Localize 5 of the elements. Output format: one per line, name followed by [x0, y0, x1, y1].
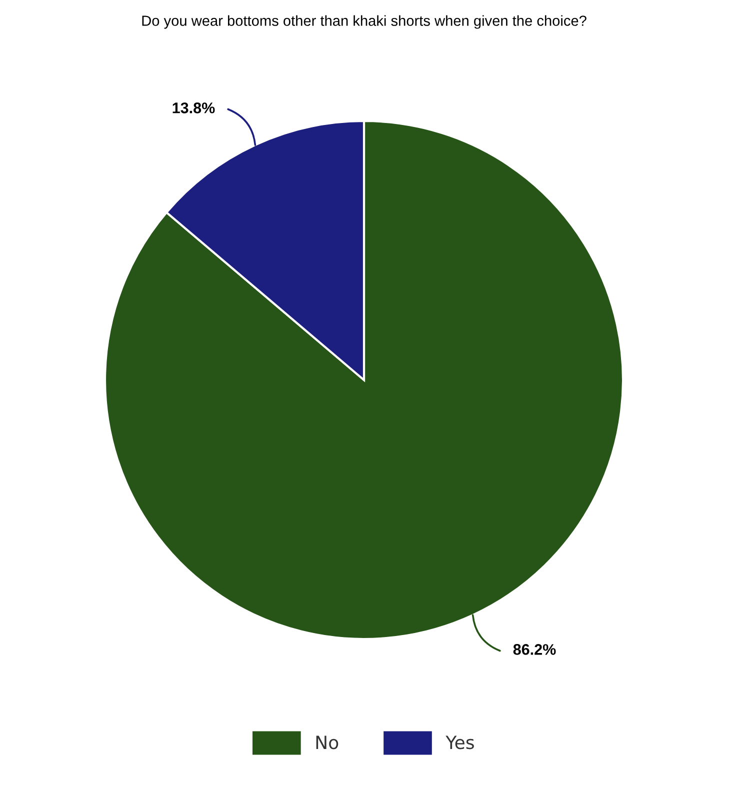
legend-label: Yes [446, 736, 474, 750]
legend-label: No [316, 736, 338, 750]
data-label: 13.8% [172, 102, 215, 114]
data-label: 86.2% [513, 644, 556, 655]
chart-title: Do you wear bottoms other than khaki shorts when given the choice? [142, 15, 586, 29]
